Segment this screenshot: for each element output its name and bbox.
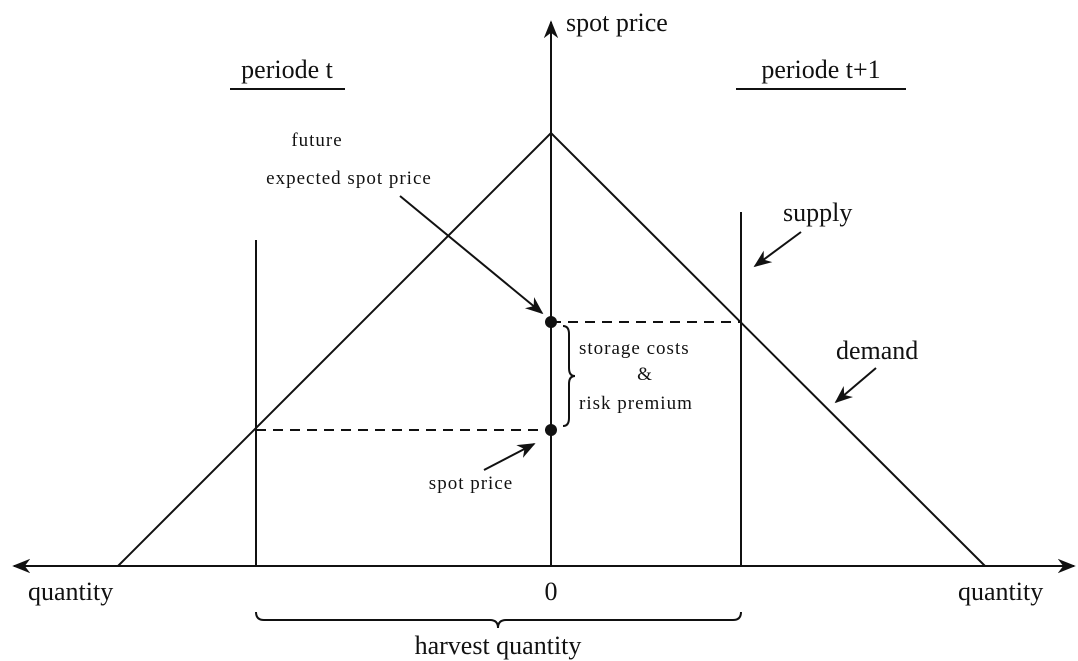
point-spot bbox=[545, 424, 557, 436]
demand-label: demand bbox=[836, 336, 918, 365]
arrow-demand bbox=[834, 367, 877, 404]
premium-label: risk premium bbox=[579, 393, 693, 414]
harvest-label: harvest quantity bbox=[415, 631, 582, 660]
spot-price-label: spot price bbox=[429, 473, 513, 494]
brace-harvest bbox=[255, 611, 742, 629]
demand-curves bbox=[117, 131, 986, 567]
period-right: periode t+1 bbox=[761, 55, 880, 84]
arrow-spot bbox=[483, 443, 536, 471]
future-label: expected spot price bbox=[266, 168, 432, 189]
period-left: periode t bbox=[241, 55, 333, 84]
premium-label: storage costs bbox=[579, 338, 690, 359]
y-axis-label: spot price bbox=[566, 8, 668, 37]
x-left-label: quantity bbox=[28, 577, 113, 606]
arrow-supply bbox=[753, 231, 802, 268]
axes bbox=[12, 20, 1076, 574]
supply-label: supply bbox=[783, 198, 852, 227]
premium-label: & bbox=[637, 364, 653, 385]
future-label: future bbox=[291, 130, 342, 151]
brace-premium bbox=[562, 325, 576, 427]
x-right-label: quantity bbox=[958, 577, 1043, 606]
point-future bbox=[545, 316, 557, 328]
origin-label: 0 bbox=[545, 577, 558, 606]
arrow-future bbox=[399, 195, 544, 315]
